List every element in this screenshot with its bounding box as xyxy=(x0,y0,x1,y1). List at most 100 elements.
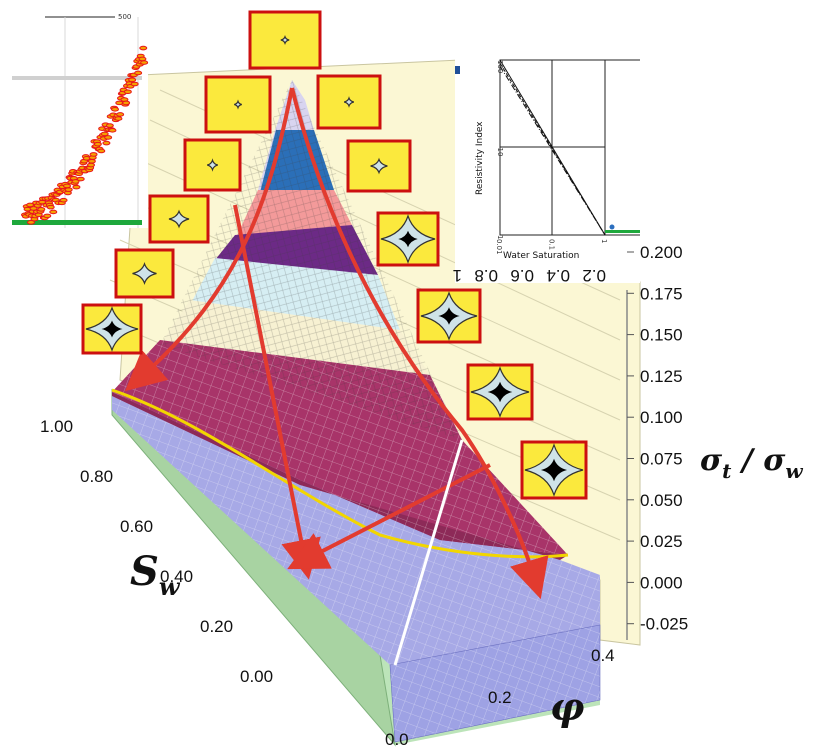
rotated-tick-label: 0.8 xyxy=(474,266,498,285)
y-axis-tick-label: 0.60 xyxy=(120,517,153,536)
ri-x-ticks: 0.01 0.1 1 xyxy=(495,239,608,255)
x-axis-ticks: 0.0 0.2 0.4 xyxy=(385,646,615,749)
z-axis-tick-label: -0.025 xyxy=(640,615,688,634)
z-axis-tick-label: 0.150 xyxy=(640,326,683,345)
ri-xlabel: Water Saturation xyxy=(503,251,579,261)
scatter-point xyxy=(87,162,95,168)
scatter-point xyxy=(87,158,96,164)
scatter-point xyxy=(130,81,139,87)
rotated-tick-label: 0.4 xyxy=(546,266,570,285)
scatter-point xyxy=(93,141,102,147)
scatter-point xyxy=(140,60,149,65)
scatter-point xyxy=(71,179,80,184)
z-axis-tick-label: 0.075 xyxy=(640,450,683,469)
scatter-point xyxy=(128,77,137,83)
pore-icon xyxy=(183,138,242,192)
z-axis-tick-label: 0.025 xyxy=(640,532,683,551)
scatter-point xyxy=(72,184,81,190)
pore-icon xyxy=(346,139,412,193)
scatter-point xyxy=(46,204,55,210)
pore-icon xyxy=(148,194,210,244)
scatter-points xyxy=(21,45,149,225)
rotated-tick-label: 0.6 xyxy=(510,266,534,285)
pore-icon xyxy=(248,10,322,70)
inset-resistivity: 100 10 1 0.01 0.1 1 Resistivity Index Water … xyxy=(453,55,640,285)
scatter-point xyxy=(123,89,132,95)
scatter-point xyxy=(100,131,109,137)
scatter-point xyxy=(105,123,114,128)
y-axis-tick-label: 0.00 xyxy=(240,667,273,686)
ri-x-tick-label: 1 xyxy=(600,239,608,243)
y-axis-tick-label: 0.80 xyxy=(80,467,113,486)
scatter-point xyxy=(139,45,148,51)
scatter-point xyxy=(138,56,147,62)
z-axis-tick-label: 0.175 xyxy=(640,284,683,303)
scatter-point xyxy=(89,152,98,157)
scatter-gray-band xyxy=(12,76,142,80)
pore-icon xyxy=(204,75,272,134)
inset-scatter: 500 xyxy=(8,8,149,228)
x-axis-tick-label: 0.0 xyxy=(385,730,409,749)
z-axis-tick-label: 0.125 xyxy=(640,367,683,386)
scatter-point xyxy=(37,207,46,212)
ri-y-tick-label: 10 xyxy=(496,148,504,157)
scatter-point xyxy=(26,202,35,208)
pore-icon xyxy=(316,74,382,130)
y-axis-tick-label: 0.20 xyxy=(200,617,233,636)
y-axis-tick-label: 0.40 xyxy=(160,567,193,586)
ri-y-ticks: 100 10 1 xyxy=(496,60,504,239)
pore-icon xyxy=(376,211,440,267)
scatter-point xyxy=(43,213,52,219)
pore-icons xyxy=(81,10,588,500)
ri-x-tick-label: 0.01 xyxy=(495,239,503,255)
x-axis-tick-label: 0.2 xyxy=(488,688,512,707)
scatter-point xyxy=(49,209,58,215)
y-axis-ticks: 1.00 0.80 0.60 0.40 0.20 0.00 xyxy=(40,417,273,686)
ri-series-line xyxy=(499,65,606,236)
z-axis-tick-label: 0.000 xyxy=(640,573,683,592)
scatter-point xyxy=(97,148,106,154)
z-axis-ticks: 0.200 0.175 0.150 0.125 0.100 0.075 0.050 0.025… xyxy=(627,243,688,634)
ri-y-tick-label: 1 xyxy=(496,235,504,239)
scatter-point xyxy=(114,116,123,121)
ri-series xyxy=(499,59,606,236)
z-axis-tick-label: 0.050 xyxy=(640,491,683,510)
ri-series-line xyxy=(499,62,606,236)
z-axis-tick-label: 0.200 xyxy=(640,243,683,262)
surface-low xyxy=(112,390,601,743)
scatter-point xyxy=(29,206,38,211)
porosity-path-line xyxy=(393,439,464,666)
ri-y-tick-label: 100 xyxy=(496,60,504,73)
x-axis-title: φ xyxy=(550,684,584,729)
scatter-point xyxy=(64,187,73,192)
path-arrows xyxy=(124,87,549,600)
pore-icon xyxy=(416,288,482,344)
pore-icon xyxy=(114,248,175,299)
rotated-ticks: 1 0.8 0.6 0.4 0.2 xyxy=(453,266,606,285)
ri-series-line xyxy=(499,59,606,236)
x-axis-tick-label: 0.4 xyxy=(591,646,615,665)
scatter-point xyxy=(63,183,71,189)
scatter-corner-label: 500 xyxy=(118,13,131,21)
scatter-point xyxy=(116,112,125,117)
scatter-point xyxy=(102,140,111,146)
scatter-point xyxy=(76,176,85,182)
scatter-point xyxy=(104,135,113,140)
scatter-point xyxy=(134,70,143,76)
scatter-point xyxy=(27,220,35,225)
y-axis-tick-label: 1.00 xyxy=(40,417,73,436)
scatter-point xyxy=(122,100,131,106)
scatter-green-baseline xyxy=(12,220,142,225)
pore-icon xyxy=(466,363,534,421)
ri-ylabel: Resistivity Index xyxy=(475,121,485,195)
ri-x-tick-label: 0.1 xyxy=(548,239,556,250)
scatter-point xyxy=(111,106,119,112)
surface-bands xyxy=(112,80,568,560)
scatter-point xyxy=(108,128,117,133)
z-axis-tick-label: 0.100 xyxy=(640,408,683,427)
rotated-tick-label: 1 xyxy=(453,266,462,285)
pore-icon xyxy=(520,440,588,500)
pore-icon xyxy=(81,303,143,355)
z-axis-title: σt / σw xyxy=(700,443,803,483)
